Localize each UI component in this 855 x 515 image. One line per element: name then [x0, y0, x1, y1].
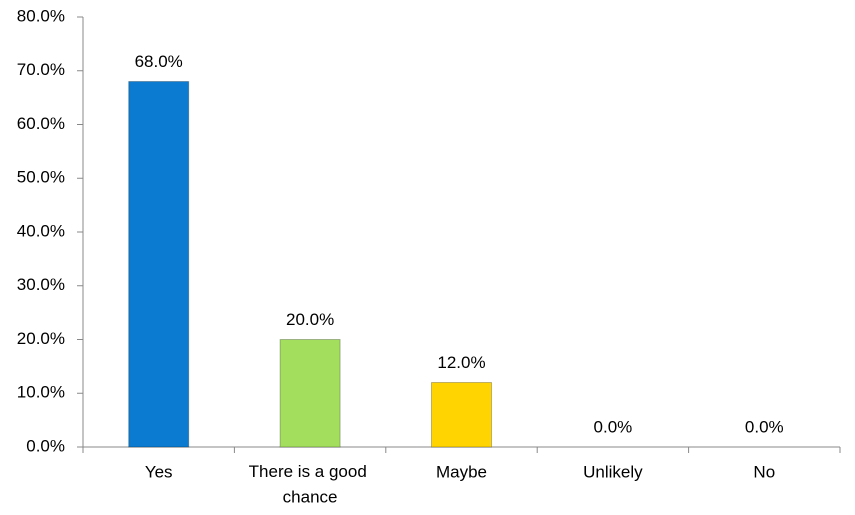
bar	[431, 382, 492, 448]
value-label: 12.0%	[437, 353, 485, 372]
x-tick-label: Unlikely	[583, 462, 643, 481]
value-label: 68.0%	[135, 52, 183, 71]
x-tick-label: No	[753, 462, 775, 481]
value-label: 0.0%	[745, 417, 784, 436]
y-tick-label: 30.0%	[17, 275, 65, 294]
y-tick-label: 50.0%	[17, 168, 65, 187]
y-tick-label: 0.0%	[26, 436, 65, 455]
y-tick-label: 10.0%	[17, 383, 65, 402]
value-label: 0.0%	[594, 417, 633, 436]
y-tick-label: 80.0%	[17, 6, 65, 25]
value-label: 20.0%	[286, 310, 334, 329]
bar	[279, 339, 341, 448]
y-tick-label: 20.0%	[17, 329, 65, 348]
y-tick-label: 70.0%	[17, 60, 65, 79]
x-tick-label: Yes	[145, 462, 173, 481]
x-tick-label: Maybe	[436, 462, 487, 481]
y-tick-label: 60.0%	[17, 114, 65, 133]
x-tick-label: There is a good chance	[249, 462, 372, 507]
y-tick-label: 40.0%	[17, 221, 65, 240]
bar	[128, 81, 190, 448]
